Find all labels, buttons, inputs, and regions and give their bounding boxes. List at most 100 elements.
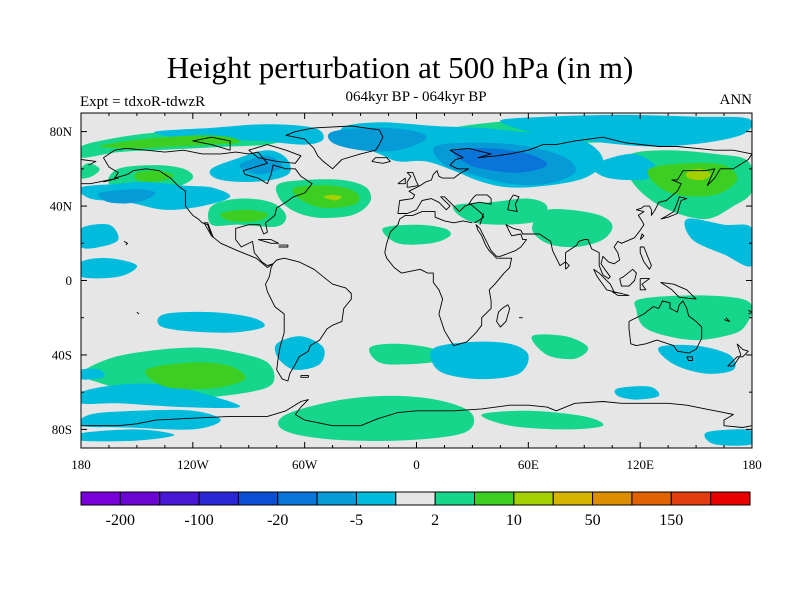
contour-region	[532, 208, 613, 248]
coastline	[248, 144, 302, 164]
contour-region	[684, 218, 752, 267]
coastline	[257, 239, 280, 244]
colorbar-swatch	[80, 491, 121, 506]
contour-region	[278, 395, 475, 441]
colorbar-swatch	[670, 491, 712, 506]
coastline	[628, 300, 703, 354]
colorbar-swatch	[513, 491, 554, 506]
contour-region	[81, 368, 105, 380]
colorbar-swatch	[198, 491, 239, 506]
map-title: Height perturbation at 500 hPa (in m)	[166, 50, 634, 85]
colorbar-swatch	[552, 491, 594, 506]
colorbar: -200 -100 -20 -5 2 10 50 150	[80, 491, 751, 529]
coastlines	[81, 125, 752, 428]
experiment-label: Expt = tdxoR-tdwzR	[80, 94, 206, 110]
x-tick-label: 180	[71, 457, 91, 472]
coastline	[371, 157, 391, 164]
x-tick-label: 60E	[518, 457, 539, 472]
coastline	[103, 147, 313, 268]
coastline	[639, 233, 645, 240]
coastline	[265, 257, 352, 382]
coastline	[406, 172, 419, 188]
coastline	[300, 374, 309, 378]
y-tick-label: 40S	[52, 347, 72, 362]
x-tick-label: 60W	[292, 457, 318, 472]
contour-region	[647, 162, 738, 197]
axis-ticks: 180 120W 60W 0 60E 120E 180 80N 40N 0 40S 80S	[50, 113, 762, 472]
coastline	[479, 213, 485, 225]
colorbar-swatch	[631, 491, 672, 506]
coastline	[136, 311, 140, 315]
colorbar-swatch	[316, 491, 357, 506]
contour-region	[220, 209, 268, 222]
contour-region	[81, 163, 100, 179]
height-perturbation-contours	[81, 114, 752, 446]
coastline	[723, 317, 731, 322]
contour-region	[592, 153, 657, 181]
y-tick-label: 80N	[50, 124, 73, 139]
colorbar-label: 2	[431, 512, 439, 529]
colorbar-label: 150	[659, 512, 683, 529]
colorbar-swatch	[395, 491, 436, 506]
contour-region	[327, 127, 427, 152]
colorbar-label: -100	[184, 512, 213, 529]
coastline	[468, 194, 492, 205]
contour-region	[481, 410, 604, 430]
contour-region	[634, 295, 752, 341]
contour-region	[145, 362, 246, 390]
x-tick-label: 120W	[177, 457, 210, 472]
contour-region	[531, 334, 589, 360]
contour-region	[134, 170, 175, 183]
contour-region	[81, 223, 119, 249]
colorbar-swatch	[710, 491, 751, 506]
y-tick-label: 80S	[52, 422, 72, 437]
coastline	[748, 309, 752, 315]
colorbar-label: 10	[506, 512, 522, 529]
coastline	[384, 153, 752, 347]
colorbar-label: -5	[350, 512, 363, 529]
colorbar-swatch	[277, 491, 318, 506]
contour-region	[323, 194, 342, 201]
contour-region	[81, 383, 241, 409]
contour-region	[81, 181, 231, 210]
coastline	[660, 196, 688, 220]
contour-region	[453, 198, 548, 225]
contour-region	[614, 386, 660, 400]
coastline	[203, 222, 214, 238]
coastline	[619, 268, 637, 287]
coastline	[81, 177, 119, 185]
contour-region	[452, 148, 548, 173]
contour-region	[157, 311, 265, 333]
coastline	[639, 278, 650, 291]
coastline	[611, 291, 630, 296]
colorbar-swatch	[592, 491, 633, 506]
coastline	[496, 304, 511, 328]
coastline	[81, 159, 97, 166]
x-tick-label: 0	[413, 457, 420, 472]
colorbar-swatch	[237, 491, 279, 506]
y-tick-label: 40N	[50, 199, 73, 214]
contour-region	[98, 189, 156, 204]
season-label: ANN	[719, 92, 753, 108]
colorbar-swatch	[474, 491, 515, 506]
contour-region	[369, 343, 442, 365]
colorbar-label: -200	[106, 512, 135, 529]
contour-region	[500, 114, 752, 147]
contour-region	[430, 341, 529, 380]
coastline	[192, 136, 231, 151]
colorbar-label: -20	[267, 512, 288, 529]
colorbar-swatch	[159, 491, 200, 506]
coastline	[81, 399, 752, 428]
contour-region	[81, 429, 175, 442]
coastline	[565, 261, 570, 270]
coastline	[660, 281, 697, 300]
colorbar-label: 50	[585, 512, 601, 529]
coastline	[507, 194, 520, 213]
y-tick-label: 0	[66, 273, 73, 288]
colorbar-swatch	[434, 491, 476, 506]
contour-region	[81, 409, 221, 430]
contour-region	[382, 224, 451, 245]
contour-region	[81, 258, 137, 279]
colorbar-swatch	[355, 491, 397, 506]
